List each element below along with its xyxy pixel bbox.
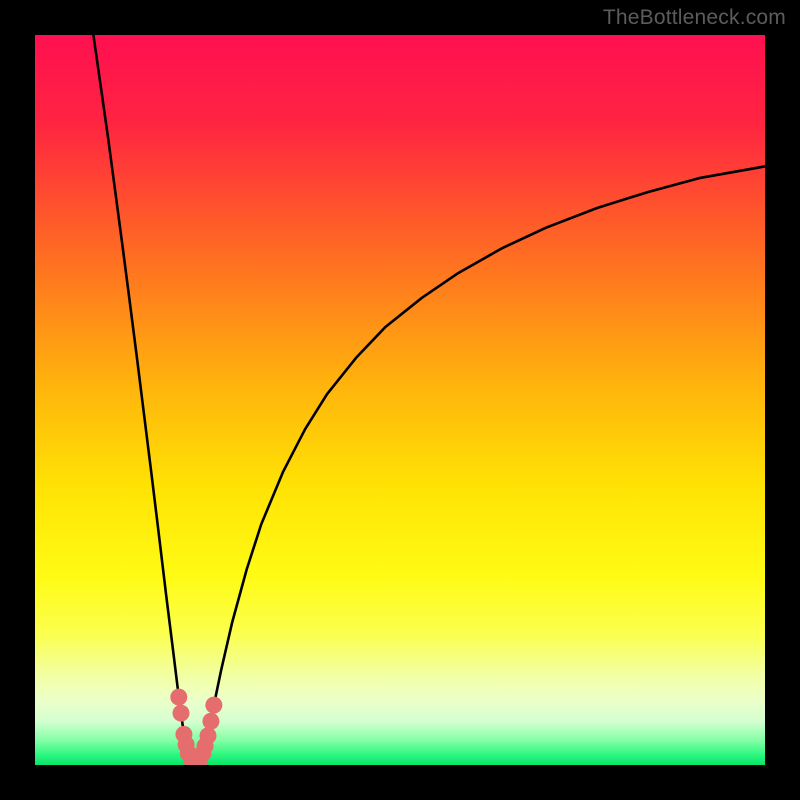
highlight-marker [170, 689, 187, 706]
attribution-text: TheBottleneck.com [603, 6, 786, 30]
bottleneck-curve [35, 35, 765, 765]
highlight-markers [170, 689, 222, 765]
highlight-marker [200, 727, 217, 744]
highlight-marker [202, 713, 219, 730]
curve-line [93, 35, 765, 762]
plot-area [35, 35, 765, 765]
highlight-marker [173, 705, 190, 722]
highlight-marker [205, 697, 222, 714]
